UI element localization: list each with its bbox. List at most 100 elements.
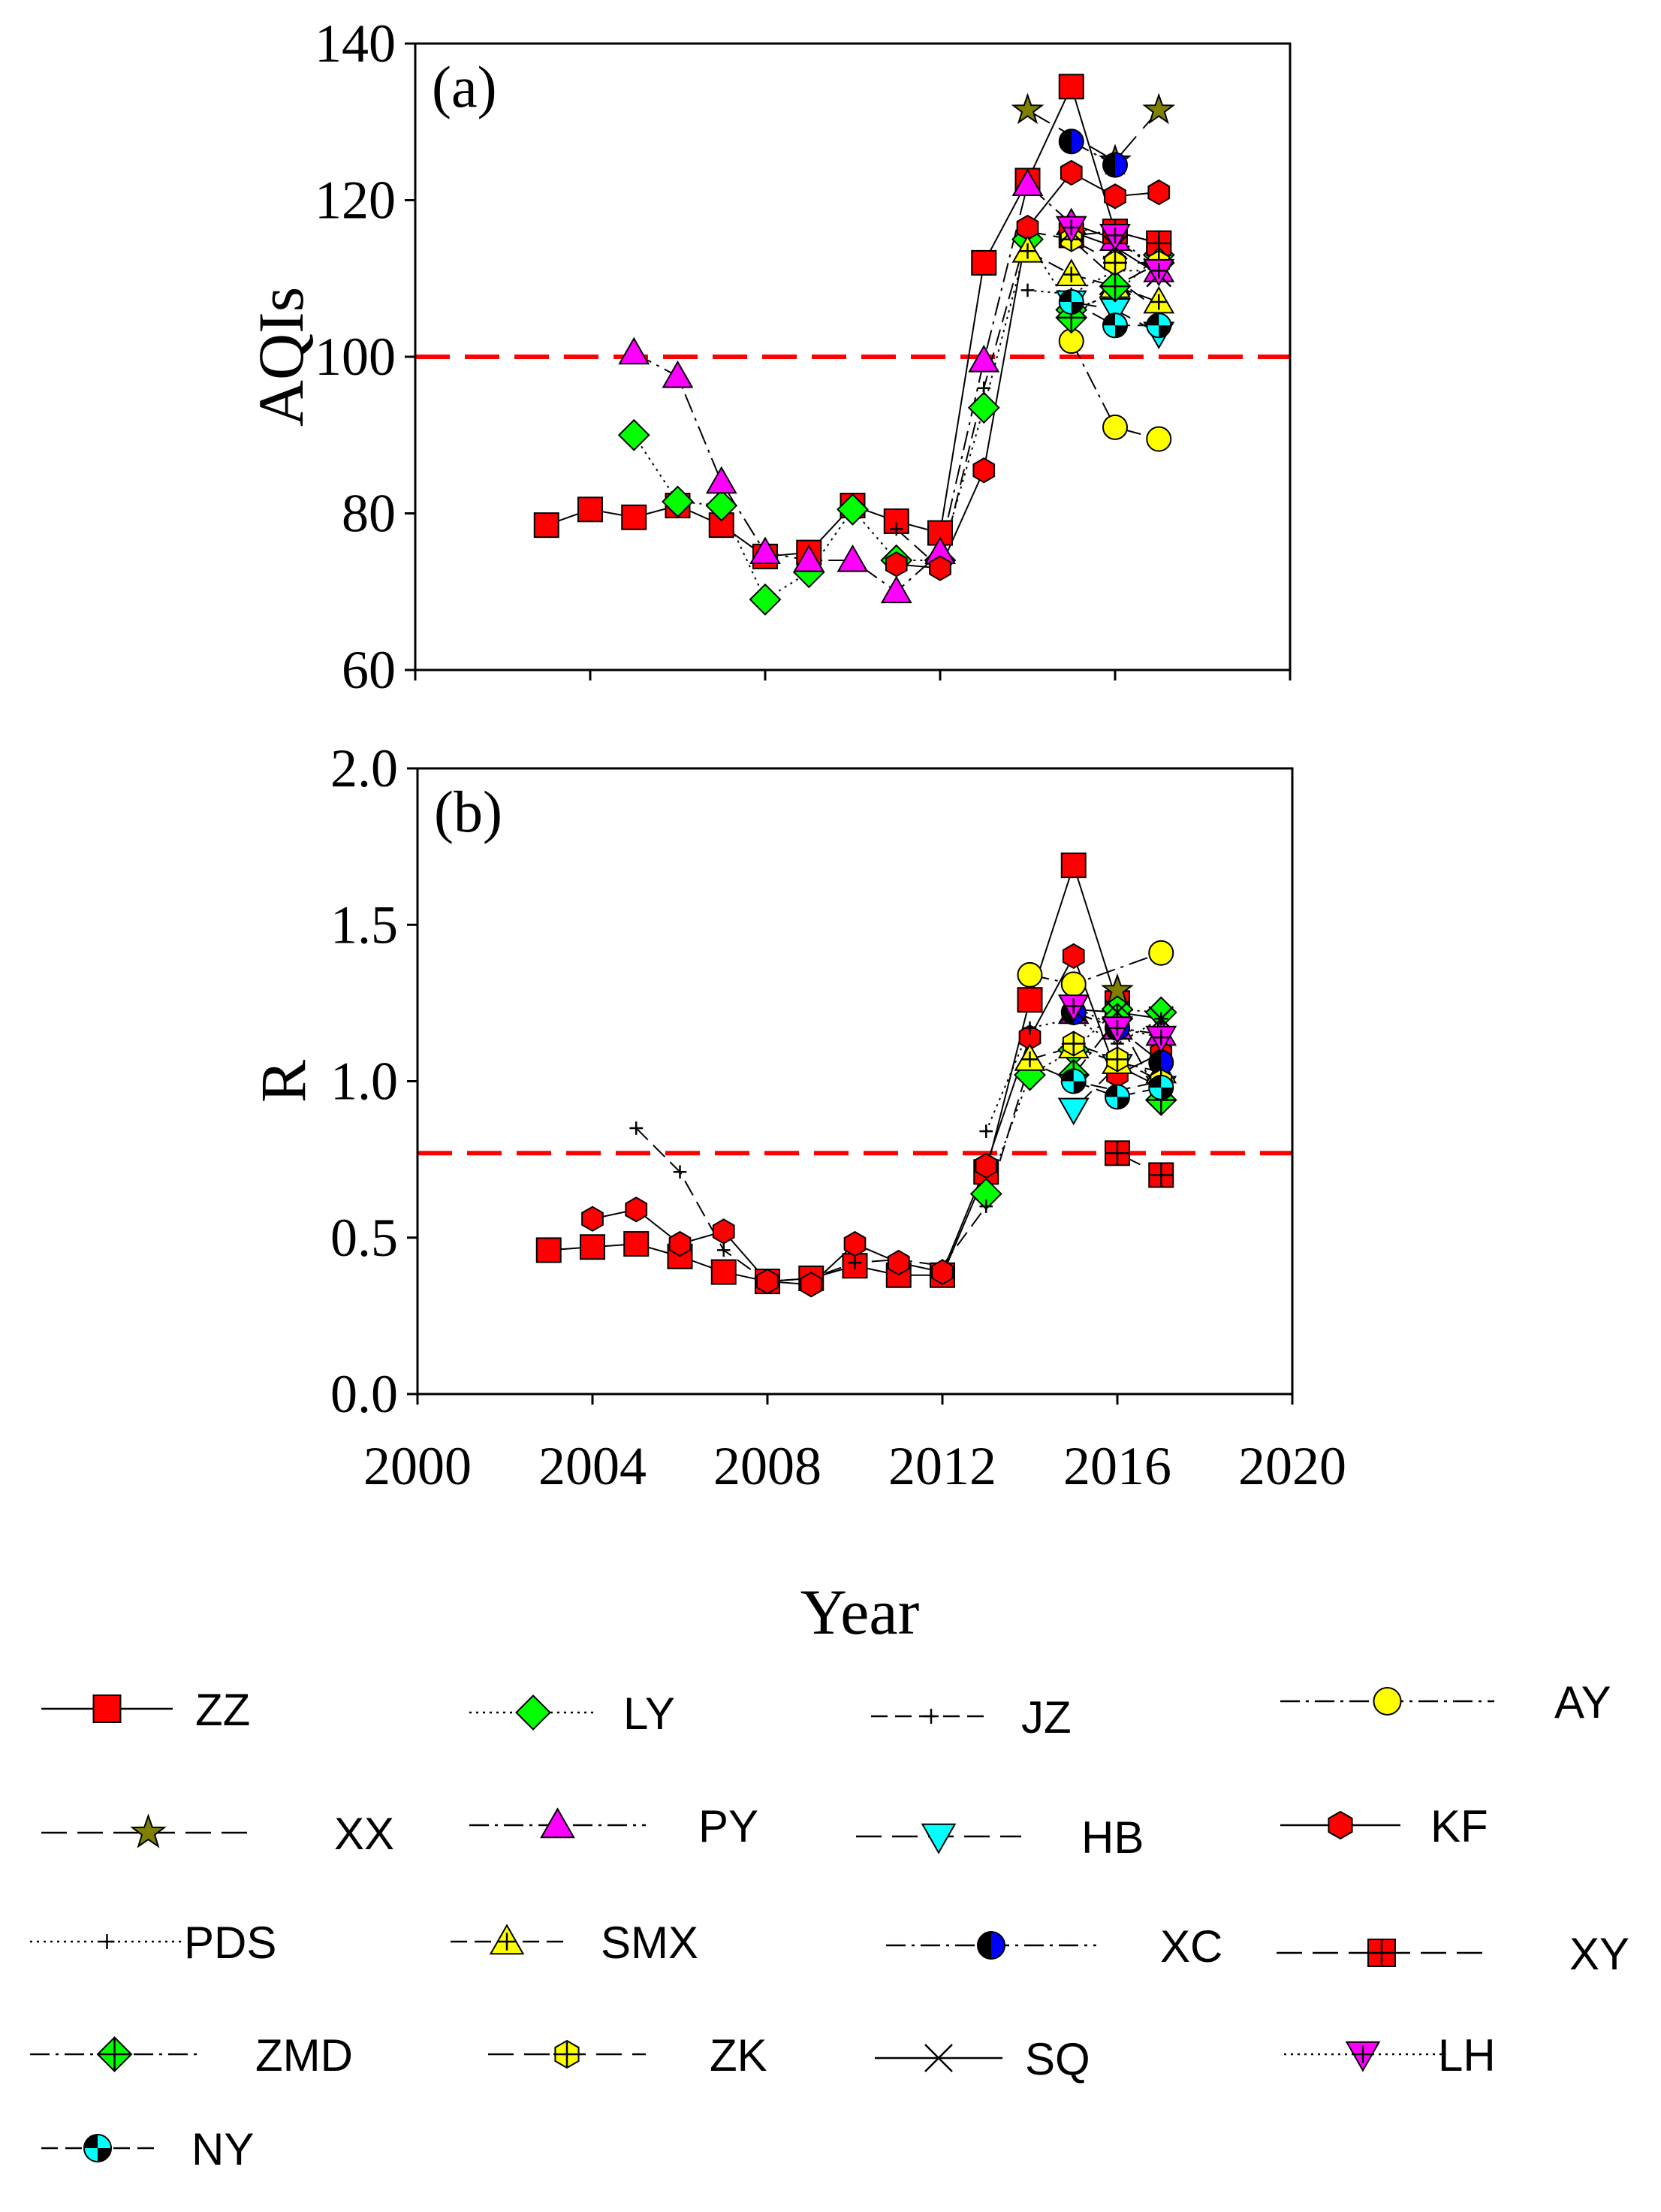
legend-item-ZZ: ZZ (41, 1685, 250, 1735)
legend-item-JZ: JZ (871, 1692, 1072, 1743)
legend-label: XC (1160, 1921, 1222, 1972)
y-axis-label: AQIs (245, 287, 317, 427)
series-line-SMX (1027, 250, 1159, 303)
point-SMX (1055, 258, 1087, 286)
legend-marker-KF (1328, 1810, 1353, 1840)
legend-item-ZMD: ZMD (30, 2030, 353, 2081)
y-tick-label: 1.5 (330, 895, 398, 955)
point-AY (1102, 414, 1128, 440)
y-tick-label: 0.5 (330, 1208, 398, 1268)
point-NY (1102, 312, 1128, 339)
point-ZZ (1017, 987, 1043, 1013)
legend-item-KF: KF (1280, 1801, 1488, 1851)
legend-item-LH: LH (1284, 2030, 1496, 2081)
legend-marker-LY (515, 1694, 551, 1731)
x-axis-label: Year (800, 1576, 919, 1648)
legend-label: NY (191, 2124, 254, 2174)
point-ZZ (971, 249, 997, 276)
legend-item-PDS: PDS (30, 1918, 276, 1968)
point-KF (972, 457, 996, 484)
point-XX (1101, 973, 1134, 1005)
legend-marker-AY (1373, 1687, 1402, 1716)
point-XC (1102, 152, 1128, 178)
legend-item-SMX: SMX (451, 1918, 698, 1968)
legend-marker-XX (130, 1813, 167, 1848)
plot-frame (414, 42, 1292, 671)
legend-marker-NY (83, 2134, 112, 2162)
panel-label: (a) (432, 54, 497, 119)
legend-label: AY (1554, 1677, 1611, 1728)
legend-item-XC: XC (886, 1921, 1222, 1972)
point-JZ (673, 1165, 687, 1179)
point-PY (880, 575, 912, 604)
y-tick-label: 100 (315, 327, 396, 387)
point-JZ (977, 381, 991, 395)
point-AY (1148, 940, 1174, 966)
legend-item-XY: XY (1277, 1929, 1629, 1979)
point-KF (712, 1218, 735, 1245)
point-XY (1105, 1140, 1130, 1166)
point-KF (668, 1230, 692, 1257)
point-LY (617, 418, 650, 451)
legend-marker-JZ (924, 1709, 939, 1724)
legend-label: SQ (1025, 2034, 1090, 2084)
y-tick-label: 2.0 (330, 738, 398, 798)
point-ZMD (1099, 270, 1132, 303)
legend-label: PDS (184, 1918, 276, 1968)
legend-label: PY (698, 1801, 758, 1851)
point-LH (1055, 216, 1087, 244)
point-PDS (979, 1124, 993, 1138)
point-NY (1146, 312, 1172, 339)
point-NY (1148, 1074, 1174, 1100)
legend-marker-HB (921, 1823, 957, 1854)
x-tick-label: 2004 (538, 1436, 647, 1496)
point-KF (581, 1206, 604, 1232)
y-axis-label: R (247, 1059, 319, 1103)
series-line-XX (1026, 109, 1160, 162)
legend-marker-PDS (99, 1934, 115, 1949)
legend-label: ZZ (195, 1685, 250, 1735)
point-KF (625, 1197, 648, 1223)
point-JZ (979, 1200, 993, 1213)
x-tick-label: 2016 (1063, 1436, 1171, 1496)
point-ZK (1105, 1046, 1129, 1073)
series-line-PDS (1027, 270, 1159, 295)
legend-label: JZ (1021, 1692, 1072, 1743)
point-XY (1148, 1162, 1174, 1188)
legend-label: ZMD (255, 2030, 353, 2081)
point-JZ (848, 1256, 862, 1269)
panel-b: 2000 2004 2008 2012 2016 2020 0.0 0.5 1.0 1.5 2.0 (… (247, 738, 1346, 1648)
legend-label: HB (1081, 1812, 1144, 1863)
point-KF (975, 1152, 998, 1179)
legend-label: XX (334, 1809, 394, 1859)
point-AY (1146, 426, 1172, 452)
point-PY (1011, 168, 1044, 197)
legend-item-XX: XX (41, 1809, 394, 1859)
point-LY (705, 489, 738, 522)
point-ZZ (623, 1231, 650, 1257)
point-KF (887, 1249, 910, 1276)
panel-a: 60 80 100 120 140 (a) AQIs (245, 14, 1292, 700)
point-PDS (1023, 1021, 1037, 1035)
legend-item-ZK: ZK (488, 2030, 767, 2081)
legend-marker-LH (1345, 2041, 1381, 2072)
point-ZZ (1058, 74, 1084, 100)
point-NY (1060, 1068, 1087, 1094)
legend-marker-ZK (553, 2039, 580, 2069)
legend-item-HB: HB (856, 1812, 1144, 1863)
y-tick-label: 120 (315, 171, 396, 231)
legend-label: XY (1569, 1929, 1629, 1979)
point-KF (1060, 159, 1083, 186)
point-LH (1145, 1025, 1177, 1054)
point-PY (837, 544, 869, 572)
y-tick-label: 80 (342, 484, 396, 544)
point-XC (1058, 128, 1084, 155)
series-line-LH (1071, 227, 1159, 272)
y-tick-label: 60 (342, 640, 396, 700)
point-ZK (1061, 1031, 1086, 1057)
point-ZZ (621, 504, 647, 530)
point-PY (793, 544, 825, 572)
point-AY (1017, 961, 1043, 988)
point-ZZ (1060, 853, 1087, 879)
